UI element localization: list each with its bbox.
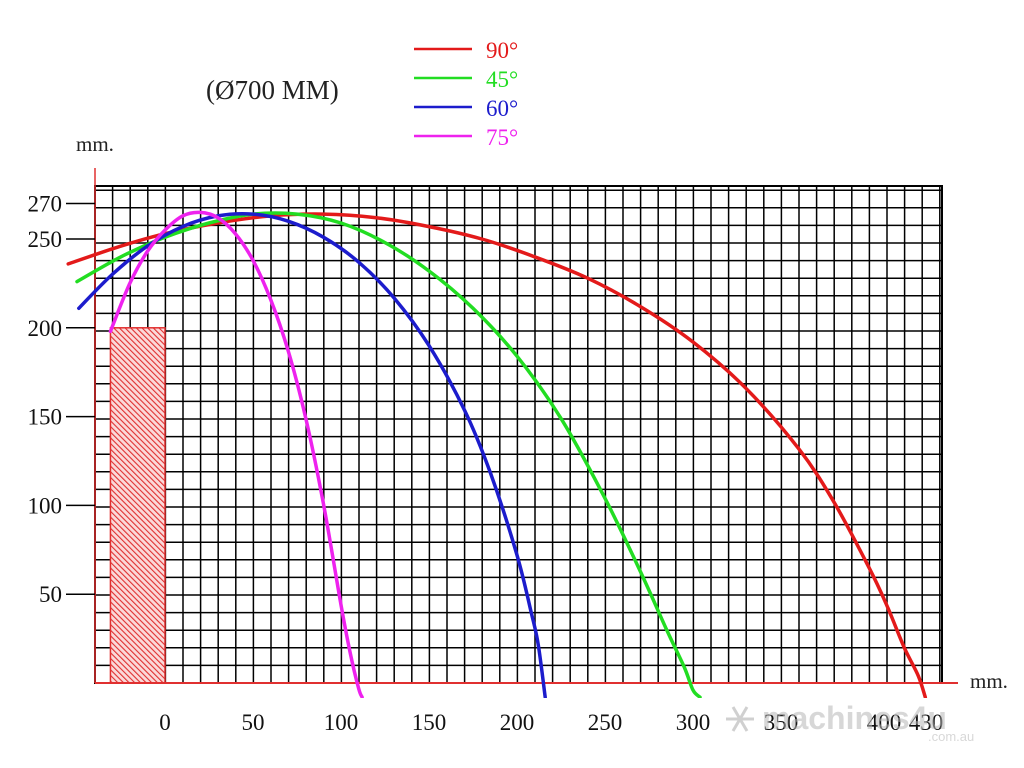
watermark-brand: machines4u — [762, 700, 947, 736]
y-tick-label: 150 — [28, 405, 63, 430]
obstacle-column — [109, 327, 166, 684]
y-tick-label: 100 — [28, 493, 63, 518]
x-tick-label: 300 — [676, 710, 711, 735]
x-tick-label: 250 — [588, 710, 623, 735]
legend-label: 45° — [486, 67, 518, 92]
y-tick-label: 50 — [39, 582, 62, 607]
legend-label: 60° — [486, 96, 518, 121]
series-line-45deg — [75, 211, 702, 698]
series-line-90deg — [66, 212, 928, 698]
x-axis-label: mm. — [970, 669, 1008, 693]
x-tick-label: 430 — [909, 710, 944, 735]
x-tick-label: 100 — [324, 710, 359, 735]
x-tick-label: 350 — [764, 710, 799, 735]
snowflake-icon — [726, 706, 754, 732]
series-line-60deg — [77, 211, 547, 698]
y-tick-label: 200 — [28, 316, 63, 341]
y-tick-label: 250 — [28, 227, 63, 252]
y-tick-label: 270 — [28, 191, 63, 216]
watermark-domain: .com.au — [928, 729, 974, 744]
x-tick-label: 400 — [867, 710, 902, 735]
x-tick-label: 150 — [412, 710, 447, 735]
x-tick-label: 50 — [242, 710, 265, 735]
y-tick-labels: 50 100 150 200 250 270 — [28, 191, 95, 607]
x-tick-label: 0 — [159, 710, 171, 735]
y-axis-label: mm. — [76, 132, 114, 156]
x-tick-label: 200 — [500, 710, 535, 735]
series-line-75deg — [108, 210, 364, 698]
grid — [94, 185, 943, 684]
x-tick-labels: 0 50 100 150 200 250 300 350 400 430 — [159, 710, 943, 735]
legend: 90° 45° 60° 75° — [414, 38, 518, 150]
axes — [94, 168, 958, 684]
series-lines — [66, 210, 928, 698]
legend-label: 75° — [486, 125, 518, 150]
legend-label: 90° — [486, 38, 518, 63]
chart-title: (Ø700 MM) — [206, 75, 339, 105]
watermark: machines4u .com.au — [726, 700, 974, 744]
